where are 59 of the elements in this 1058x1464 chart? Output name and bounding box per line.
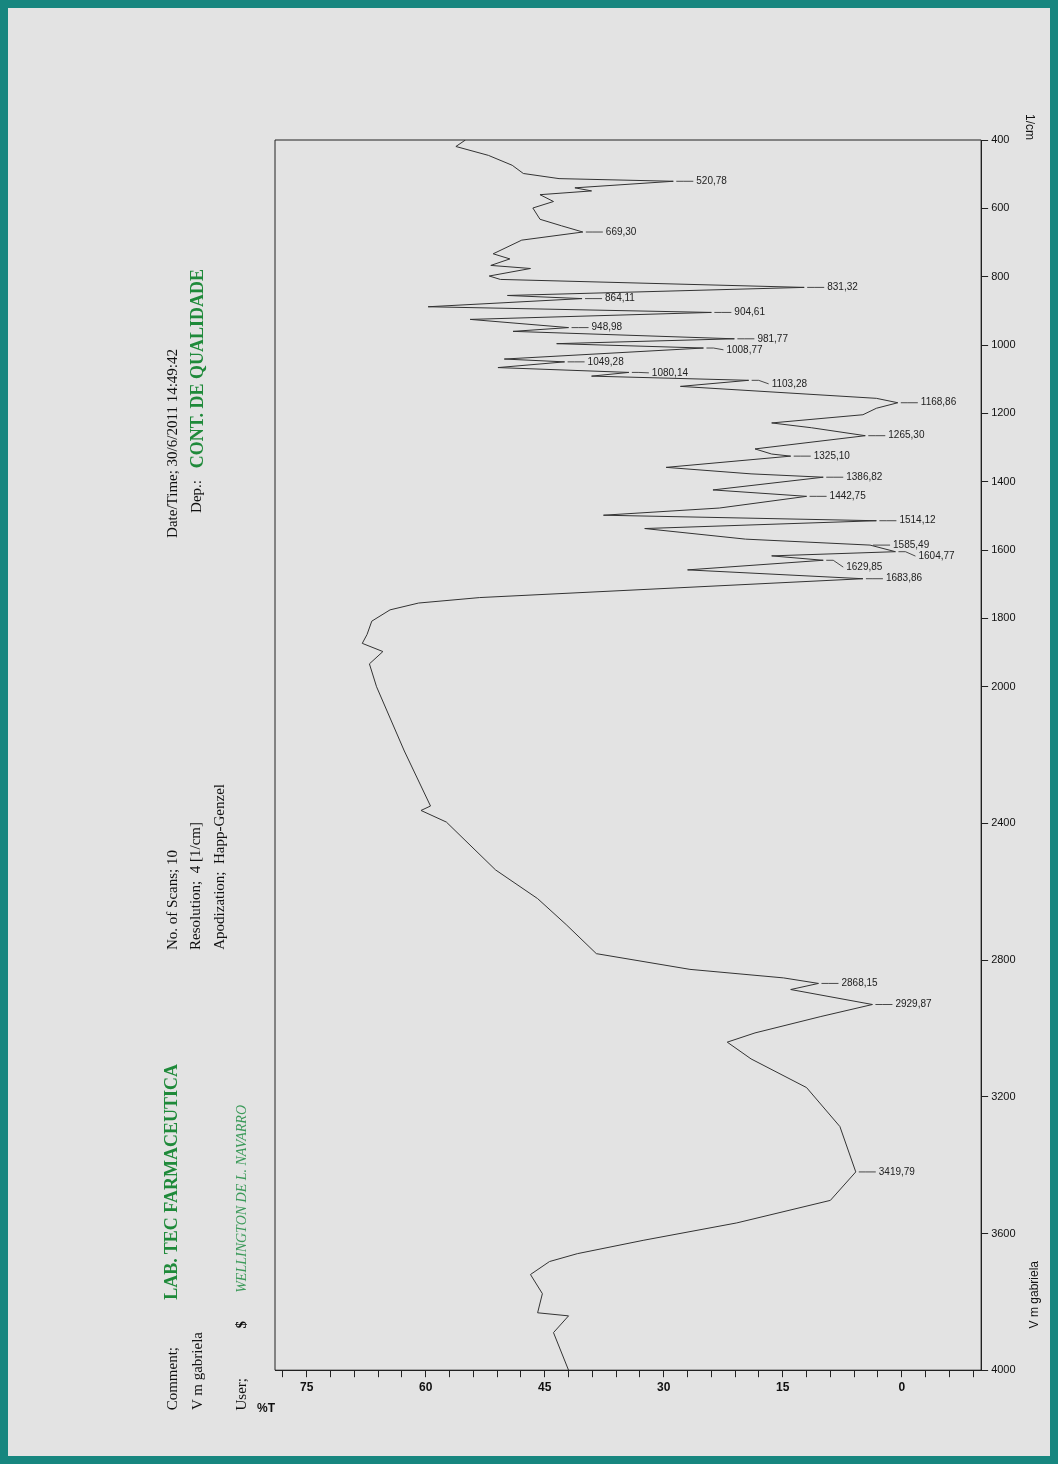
text: Apodization; Happ-Genzel [211,784,227,950]
text: V m gabriela [1027,1260,1041,1328]
x-tick-label: 30 [657,1379,671,1394]
annotation: 831,32 [827,281,859,293]
y-tick-label: 2000 [991,679,1016,692]
text: CONT. DE QUALIDADE [187,268,207,468]
annotation: 1585,49 [893,538,930,550]
y-tick-label: 400 [991,133,1010,146]
text: No. of Scans; 10 [164,850,180,950]
y-tick-label: 1000 [991,338,1016,351]
annotation: 864,11 [605,292,636,304]
annotation: 1442,75 [829,490,867,502]
annotation: 2868,15 [841,977,879,989]
annotation: 1683,86 [885,572,923,584]
annotation: 1629,85 [846,560,883,572]
y-tick-label: 4000 [991,1363,1016,1376]
annotation: 520,78 [696,175,728,187]
x-tick-label: 75 [300,1379,314,1394]
annotation: 1080,14 [651,366,689,378]
annotation: 1514,12 [899,514,936,526]
y-tick-label: 3600 [991,1226,1016,1239]
x-tick-label: 60 [419,1379,433,1394]
annotation: 669,30 [605,225,637,237]
y-tick-label: 1400 [991,474,1016,487]
y-tick-label: 2800 [991,953,1016,966]
annotation: 1386,82 [846,470,883,482]
annotation: 1103,28 [771,377,808,389]
y-axis-title: 1/cm [1023,113,1038,140]
annotation: 1008,77 [726,343,764,355]
y-tick-label: 600 [991,201,1010,214]
x-tick-label: 15 [776,1379,790,1394]
y-tick-label: 1800 [991,611,1016,624]
y-tick-label: 3200 [991,1089,1016,1102]
annotation: 904,61 [734,306,766,318]
x-axis-title: %T [257,1401,276,1416]
text: WELLINGTON DE L. NAVARRO [234,1105,249,1293]
annotation: 1265,30 [888,429,925,441]
text: User; [233,1377,249,1410]
x-tick-label: 45 [538,1379,552,1394]
annotation: 3419,79 [878,1165,916,1177]
text: Comment; [164,1346,180,1410]
y-tick-label: 800 [991,269,1010,282]
x-tick-label: 0 [898,1379,906,1394]
text: V m gabriela [189,1331,205,1410]
annotation: 1604,77 [918,549,956,561]
text: LAB. TEC FARMACEUTICA [161,1064,181,1300]
annotation: 1325,10 [813,449,851,461]
text: Dep.: [188,480,204,513]
annotation: 981,77 [757,332,789,344]
text: Date/Time; 30/6/2011 14:49:42 [164,349,180,538]
annotation: 2929,87 [895,998,933,1010]
annotation: 1049,28 [587,355,625,367]
y-tick-label: 2400 [991,816,1016,829]
annotation: 948,98 [591,321,623,333]
y-tick-label: 1600 [991,543,1016,556]
y-tick-label: 1200 [991,406,1016,419]
text: $ [233,1320,249,1328]
text: Resolution; 4 [1/cm] [187,822,203,950]
annotation: 1168,86 [920,396,957,408]
